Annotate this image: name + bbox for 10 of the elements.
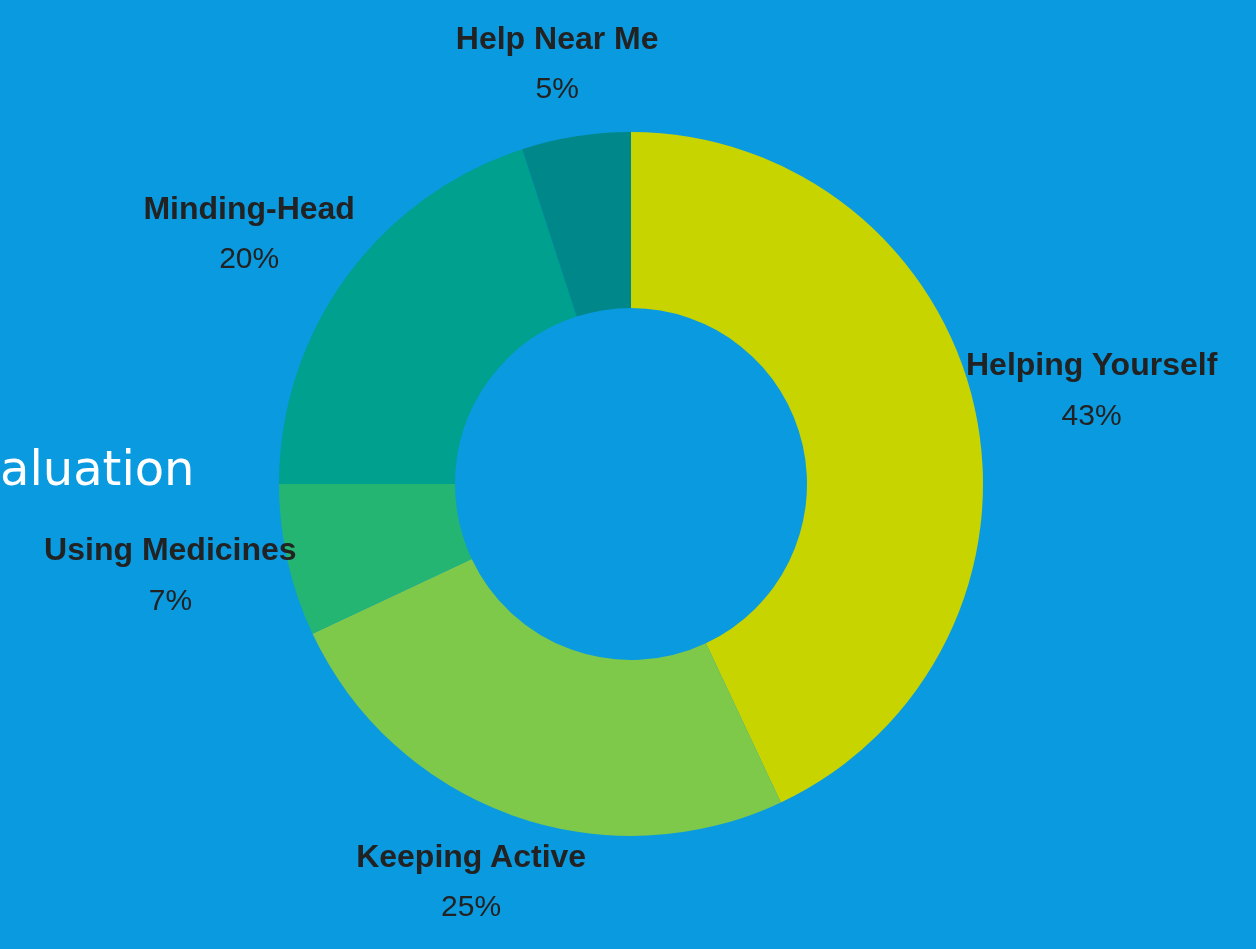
data-label: 25% [441,889,502,923]
slice-label: Minding-Head [143,189,355,226]
data-label: 7% [148,582,193,616]
slice-label: Keeping Active [356,837,587,874]
data-label: 20% [219,241,280,275]
slice-label: Help Near Me [455,20,659,57]
slice-label: Helping Yourself [965,346,1218,383]
data-label: 43% [1061,397,1122,431]
text: aluation [0,440,195,496]
data-label: 5% [535,71,579,105]
